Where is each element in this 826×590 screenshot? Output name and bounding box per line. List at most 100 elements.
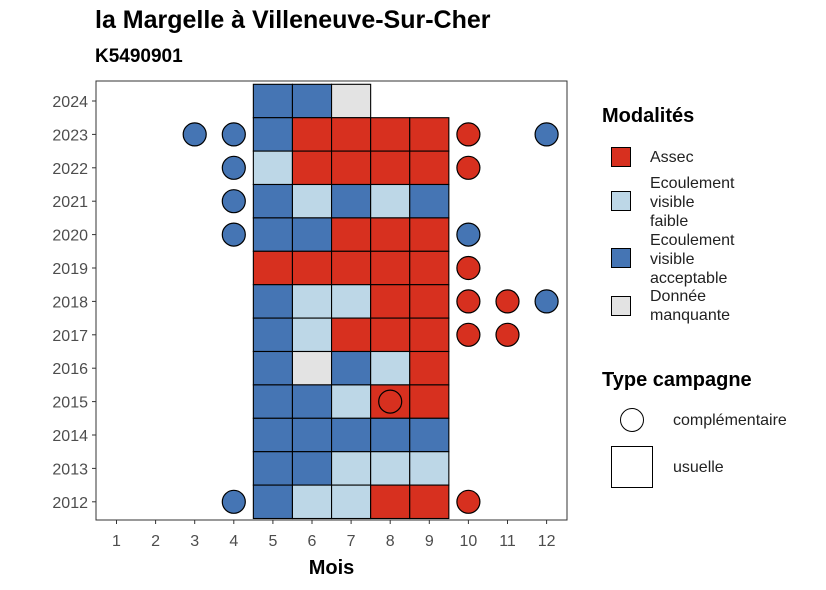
tile-2023-5 — [252, 117, 294, 152]
tile-2023-8 — [370, 117, 411, 152]
legend-label-faible-line3: faible — [650, 213, 689, 230]
point-2022-4 — [221, 155, 246, 180]
tile-2022-9 — [409, 150, 450, 186]
legend-swatch-acceptable — [611, 248, 631, 268]
point-2015-8 — [378, 389, 403, 414]
tile-2019-8 — [370, 250, 411, 286]
tile-2014-5 — [252, 417, 294, 453]
tile-2013-7 — [330, 451, 372, 486]
tile-2014-7 — [330, 417, 372, 453]
x-tick-label-3: 3 — [190, 533, 199, 550]
point-2021-4 — [221, 189, 246, 214]
point-2023-12 — [534, 122, 559, 147]
legend-label-faible-line1: Ecoulement — [650, 175, 735, 192]
tile-2017-7 — [330, 317, 372, 353]
tile-2015-5 — [252, 384, 294, 419]
legend-label-manquante-line2: manquante — [650, 307, 731, 324]
legend-label-assec: Assec — [650, 148, 694, 167]
tile-2023-7 — [330, 117, 372, 152]
tile-2018-9 — [409, 284, 450, 319]
tile-2017-5 — [252, 317, 294, 353]
tile-2013-9 — [409, 451, 450, 486]
tile-2017-6 — [291, 317, 333, 353]
tile-2024-7 — [330, 83, 372, 119]
point-2023-4 — [221, 122, 246, 147]
tile-2017-8 — [370, 317, 411, 353]
legend-label-assec-line1: Assec — [650, 149, 694, 166]
y-tick-label-2018: 2018 — [52, 294, 88, 311]
legend-label-acceptable-line2: visible — [650, 251, 695, 268]
y-tick-label-2021: 2021 — [52, 194, 88, 211]
point-2020-4 — [221, 222, 246, 247]
point-2012-4 — [221, 489, 246, 514]
tile-2022-7 — [330, 150, 372, 186]
chart-title: la Margelle à Villeneuve-Sur-Cher — [95, 6, 491, 34]
tile-2015-6 — [291, 384, 333, 419]
tile-2016-5 — [252, 350, 294, 386]
legend-campagne-title: Type campagne — [602, 369, 752, 391]
tile-2014-6 — [291, 417, 333, 453]
tile-2021-9 — [409, 183, 450, 219]
tile-2018-7 — [330, 284, 372, 319]
tile-2020-9 — [409, 217, 450, 252]
x-tick-label-4: 4 — [229, 533, 238, 550]
y-tick-label-2013: 2013 — [52, 461, 88, 478]
x-tick-label-5: 5 — [268, 533, 277, 550]
tile-2013-8 — [370, 451, 411, 486]
chart-subtitle: K5490901 — [95, 46, 183, 67]
point-2017-11 — [495, 322, 520, 347]
y-tick-label-2014: 2014 — [52, 428, 88, 445]
legend-label-acceptable-line3: acceptable — [650, 270, 728, 287]
tile-2024-5 — [252, 83, 294, 119]
tile-2014-8 — [370, 417, 411, 453]
legend-square-icon — [611, 446, 653, 488]
tile-2019-9 — [409, 250, 450, 286]
point-2018-10 — [456, 289, 481, 314]
y-tick-label-2020: 2020 — [52, 228, 88, 245]
tile-2012-6 — [291, 484, 333, 520]
x-tick-label-10: 10 — [460, 533, 478, 550]
y-tick-label-2017: 2017 — [52, 328, 88, 345]
point-2012-10 — [456, 489, 481, 514]
tile-2012-9 — [409, 484, 450, 520]
x-tick-label-7: 7 — [347, 533, 356, 550]
tile-2020-7 — [330, 217, 372, 252]
x-tick-label-2: 2 — [151, 533, 160, 550]
tile-2020-5 — [252, 217, 294, 252]
tile-2015-7 — [330, 384, 372, 419]
x-tick-label-1: 1 — [112, 533, 121, 550]
tile-2020-8 — [370, 217, 411, 252]
tile-2021-8 — [370, 183, 411, 219]
point-2022-10 — [456, 155, 481, 180]
x-axis-title: Mois — [309, 557, 355, 579]
tile-2020-6 — [291, 217, 333, 252]
y-tick-label-2019: 2019 — [52, 261, 88, 278]
tile-2023-9 — [409, 117, 450, 152]
tile-2013-6 — [291, 451, 333, 486]
tile-2013-5 — [252, 451, 294, 486]
legend-label-faible: Ecoulement visible faible — [650, 174, 735, 231]
x-tick-label-8: 8 — [386, 533, 395, 550]
tile-2022-5 — [252, 150, 294, 186]
point-2017-10 — [456, 322, 481, 347]
point-2023-10 — [456, 122, 481, 147]
y-tick-label-2024: 2024 — [52, 94, 88, 111]
y-tick-label-2023: 2023 — [52, 127, 88, 144]
legend-label-manquante: Donnée manquante — [650, 287, 730, 325]
tile-2015-9 — [409, 384, 450, 419]
tile-2022-6 — [291, 150, 333, 186]
tile-2016-7 — [330, 350, 372, 386]
legend-label-usuelle: usuelle — [673, 459, 724, 476]
legend-swatch-faible — [611, 191, 631, 211]
point-2023-3 — [182, 122, 207, 147]
tile-2018-6 — [291, 284, 333, 319]
x-tick-label-11: 11 — [499, 533, 516, 550]
legend-label-complementaire: complémentaire — [673, 412, 787, 429]
tile-2019-7 — [330, 250, 372, 286]
legend-label-acceptable-line1: Ecoulement — [650, 232, 735, 249]
legend-circle-icon — [620, 408, 644, 432]
tile-2024-6 — [291, 83, 333, 119]
legend-swatch-assec — [611, 147, 631, 167]
point-2020-10 — [456, 222, 481, 247]
